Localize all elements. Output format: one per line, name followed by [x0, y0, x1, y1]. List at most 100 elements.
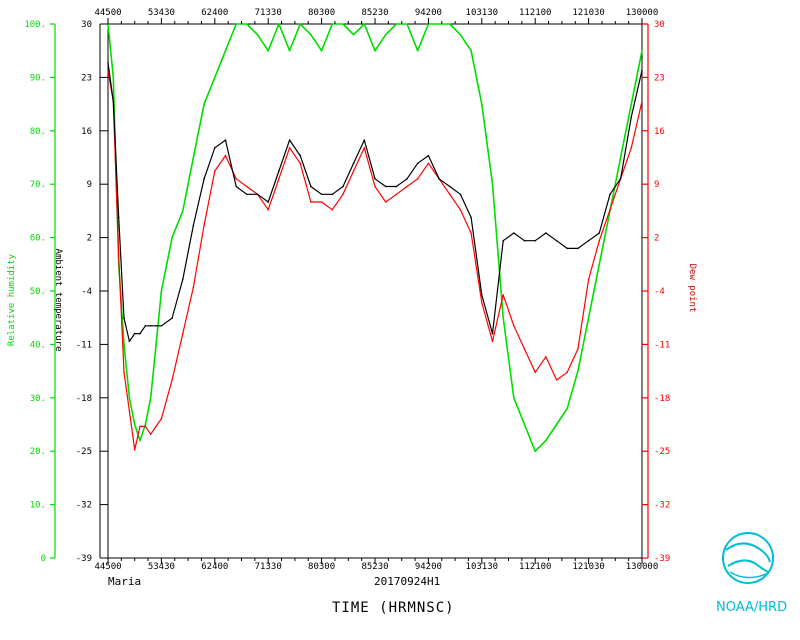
rh-tick-label: 0 [41, 554, 46, 564]
temp-tick-label: -18 [76, 394, 92, 404]
data-point [416, 178, 419, 180]
series-line-relative-humidity [107, 23, 643, 453]
data-point [416, 162, 419, 165]
dew-tick-label: -39 [654, 554, 670, 564]
data-point [160, 325, 163, 327]
data-point [534, 371, 536, 374]
data-point [155, 343, 157, 346]
temp-tick-label: -4 [81, 287, 92, 297]
data-point [112, 76, 115, 79]
dew-tick-label: 9 [654, 180, 659, 190]
data-point [224, 49, 227, 52]
rh-tick-label: 20. [30, 447, 46, 457]
temp-tick-label: 23 [81, 73, 92, 83]
data-point [171, 317, 173, 319]
data-point [352, 170, 355, 172]
data-point [630, 147, 633, 149]
data-point [449, 23, 451, 25]
data-point [555, 423, 558, 426]
data-point [112, 100, 115, 103]
x-tick-label-top: 80300 [308, 8, 335, 18]
data-point [363, 147, 366, 149]
data-point [203, 224, 205, 226]
temp-tick-label: -39 [76, 554, 92, 564]
data-point [641, 69, 643, 72]
data-point [384, 185, 387, 188]
data-point [331, 208, 334, 211]
rh-tick-label: 10. [30, 501, 46, 511]
rh-tick-label: 60. [30, 234, 46, 244]
temp-tick-label: 16 [81, 127, 92, 137]
data-point [144, 423, 147, 426]
data-point [246, 185, 248, 188]
dew-tick-label: 23 [654, 73, 665, 83]
x-tick-label-bottom: 80300 [308, 562, 335, 572]
data-point [155, 325, 157, 327]
agency-label: NOAA/HRD [716, 600, 787, 615]
data-point [438, 178, 440, 180]
data-point [267, 208, 270, 211]
data-point [342, 193, 344, 196]
data-point [491, 183, 494, 185]
data-point [630, 116, 633, 118]
data-point [384, 201, 387, 203]
temp-tick-label: 9 [87, 180, 92, 190]
data-point [160, 290, 163, 292]
data-point [278, 178, 280, 180]
data-point [171, 236, 173, 239]
data-point [641, 100, 643, 103]
data-point [171, 379, 173, 381]
data-point [566, 371, 568, 374]
temp-tick-label: 30 [81, 20, 92, 30]
data-point [182, 332, 184, 335]
data-point [416, 49, 419, 52]
data-point [513, 397, 515, 399]
x-tick-label-bottom: 53430 [148, 562, 175, 572]
data-point [545, 232, 547, 234]
data-point [502, 316, 505, 319]
x-tick-label-top: 44500 [94, 8, 121, 18]
data-point [246, 193, 248, 196]
temp-tick-label: -32 [76, 501, 92, 511]
data-point [342, 185, 344, 188]
data-point [117, 216, 120, 219]
data-point [310, 33, 312, 36]
data-point [609, 193, 611, 196]
data-point [299, 154, 302, 157]
data-point [139, 332, 141, 335]
data-point [155, 425, 157, 428]
temp-tick-label: -11 [76, 340, 92, 350]
data-point [123, 317, 125, 319]
data-point [149, 433, 152, 436]
data-point [374, 178, 376, 180]
data-point [107, 61, 109, 64]
rh-axis-title: Relative humidity [7, 253, 17, 346]
data-point [630, 103, 633, 105]
rh-tick-label: 90. [30, 73, 46, 83]
data-point [123, 343, 125, 346]
data-point [278, 23, 280, 25]
dew-tick-label: -11 [654, 340, 670, 350]
x-tick-label-top: 103130 [466, 8, 499, 18]
data-point [513, 232, 515, 234]
x-tick-label-top: 62400 [201, 8, 228, 18]
x-tick-label-top: 71330 [255, 8, 282, 18]
rh-tick-label: 80. [30, 127, 46, 137]
data-point [449, 185, 451, 188]
data-point [395, 23, 398, 25]
data-point [406, 185, 408, 188]
data-point [534, 450, 536, 453]
x-tick-label-bottom: 94200 [415, 562, 442, 572]
data-point [459, 33, 462, 36]
data-point [513, 325, 515, 327]
data-point [459, 193, 462, 196]
data-point [555, 379, 558, 381]
x-tick-label-top: 112100 [519, 8, 552, 18]
data-point [406, 178, 408, 180]
series-line-ambient-temperature [107, 62, 643, 342]
data-point [374, 49, 376, 52]
data-point [139, 425, 141, 428]
data-point [235, 23, 237, 25]
data-point [406, 23, 408, 25]
data-point [144, 325, 147, 327]
